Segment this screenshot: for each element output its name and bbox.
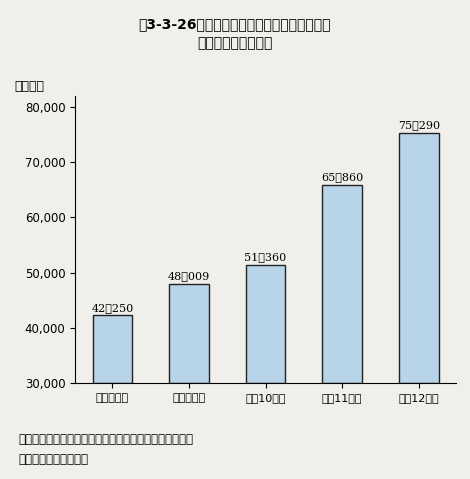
Text: 資料：文部科学省調べ: 資料：文部科学省調べ — [19, 453, 89, 466]
Text: 第3-3-26図　日本育英会奨学金貸与人員総数: 第3-3-26図 日本育英会奨学金貸与人員総数 — [139, 17, 331, 31]
Text: 注）各年度における当初予算措置人数を使用している。: 注）各年度における当初予算措置人数を使用している。 — [19, 433, 194, 446]
Bar — [93, 316, 133, 383]
Text: 65，860: 65，860 — [321, 172, 363, 182]
Bar — [399, 133, 439, 383]
Text: 42，250: 42，250 — [91, 303, 133, 313]
Bar — [246, 265, 285, 383]
Text: 75，290: 75，290 — [398, 120, 440, 130]
Text: （人数）: （人数） — [14, 80, 44, 93]
Text: 48，009: 48，009 — [168, 271, 210, 281]
Bar — [169, 284, 209, 383]
Bar — [322, 185, 362, 383]
Text: 51，360: 51，360 — [244, 252, 287, 262]
Text: （大学院生）の推移: （大学院生）の推移 — [197, 36, 273, 50]
